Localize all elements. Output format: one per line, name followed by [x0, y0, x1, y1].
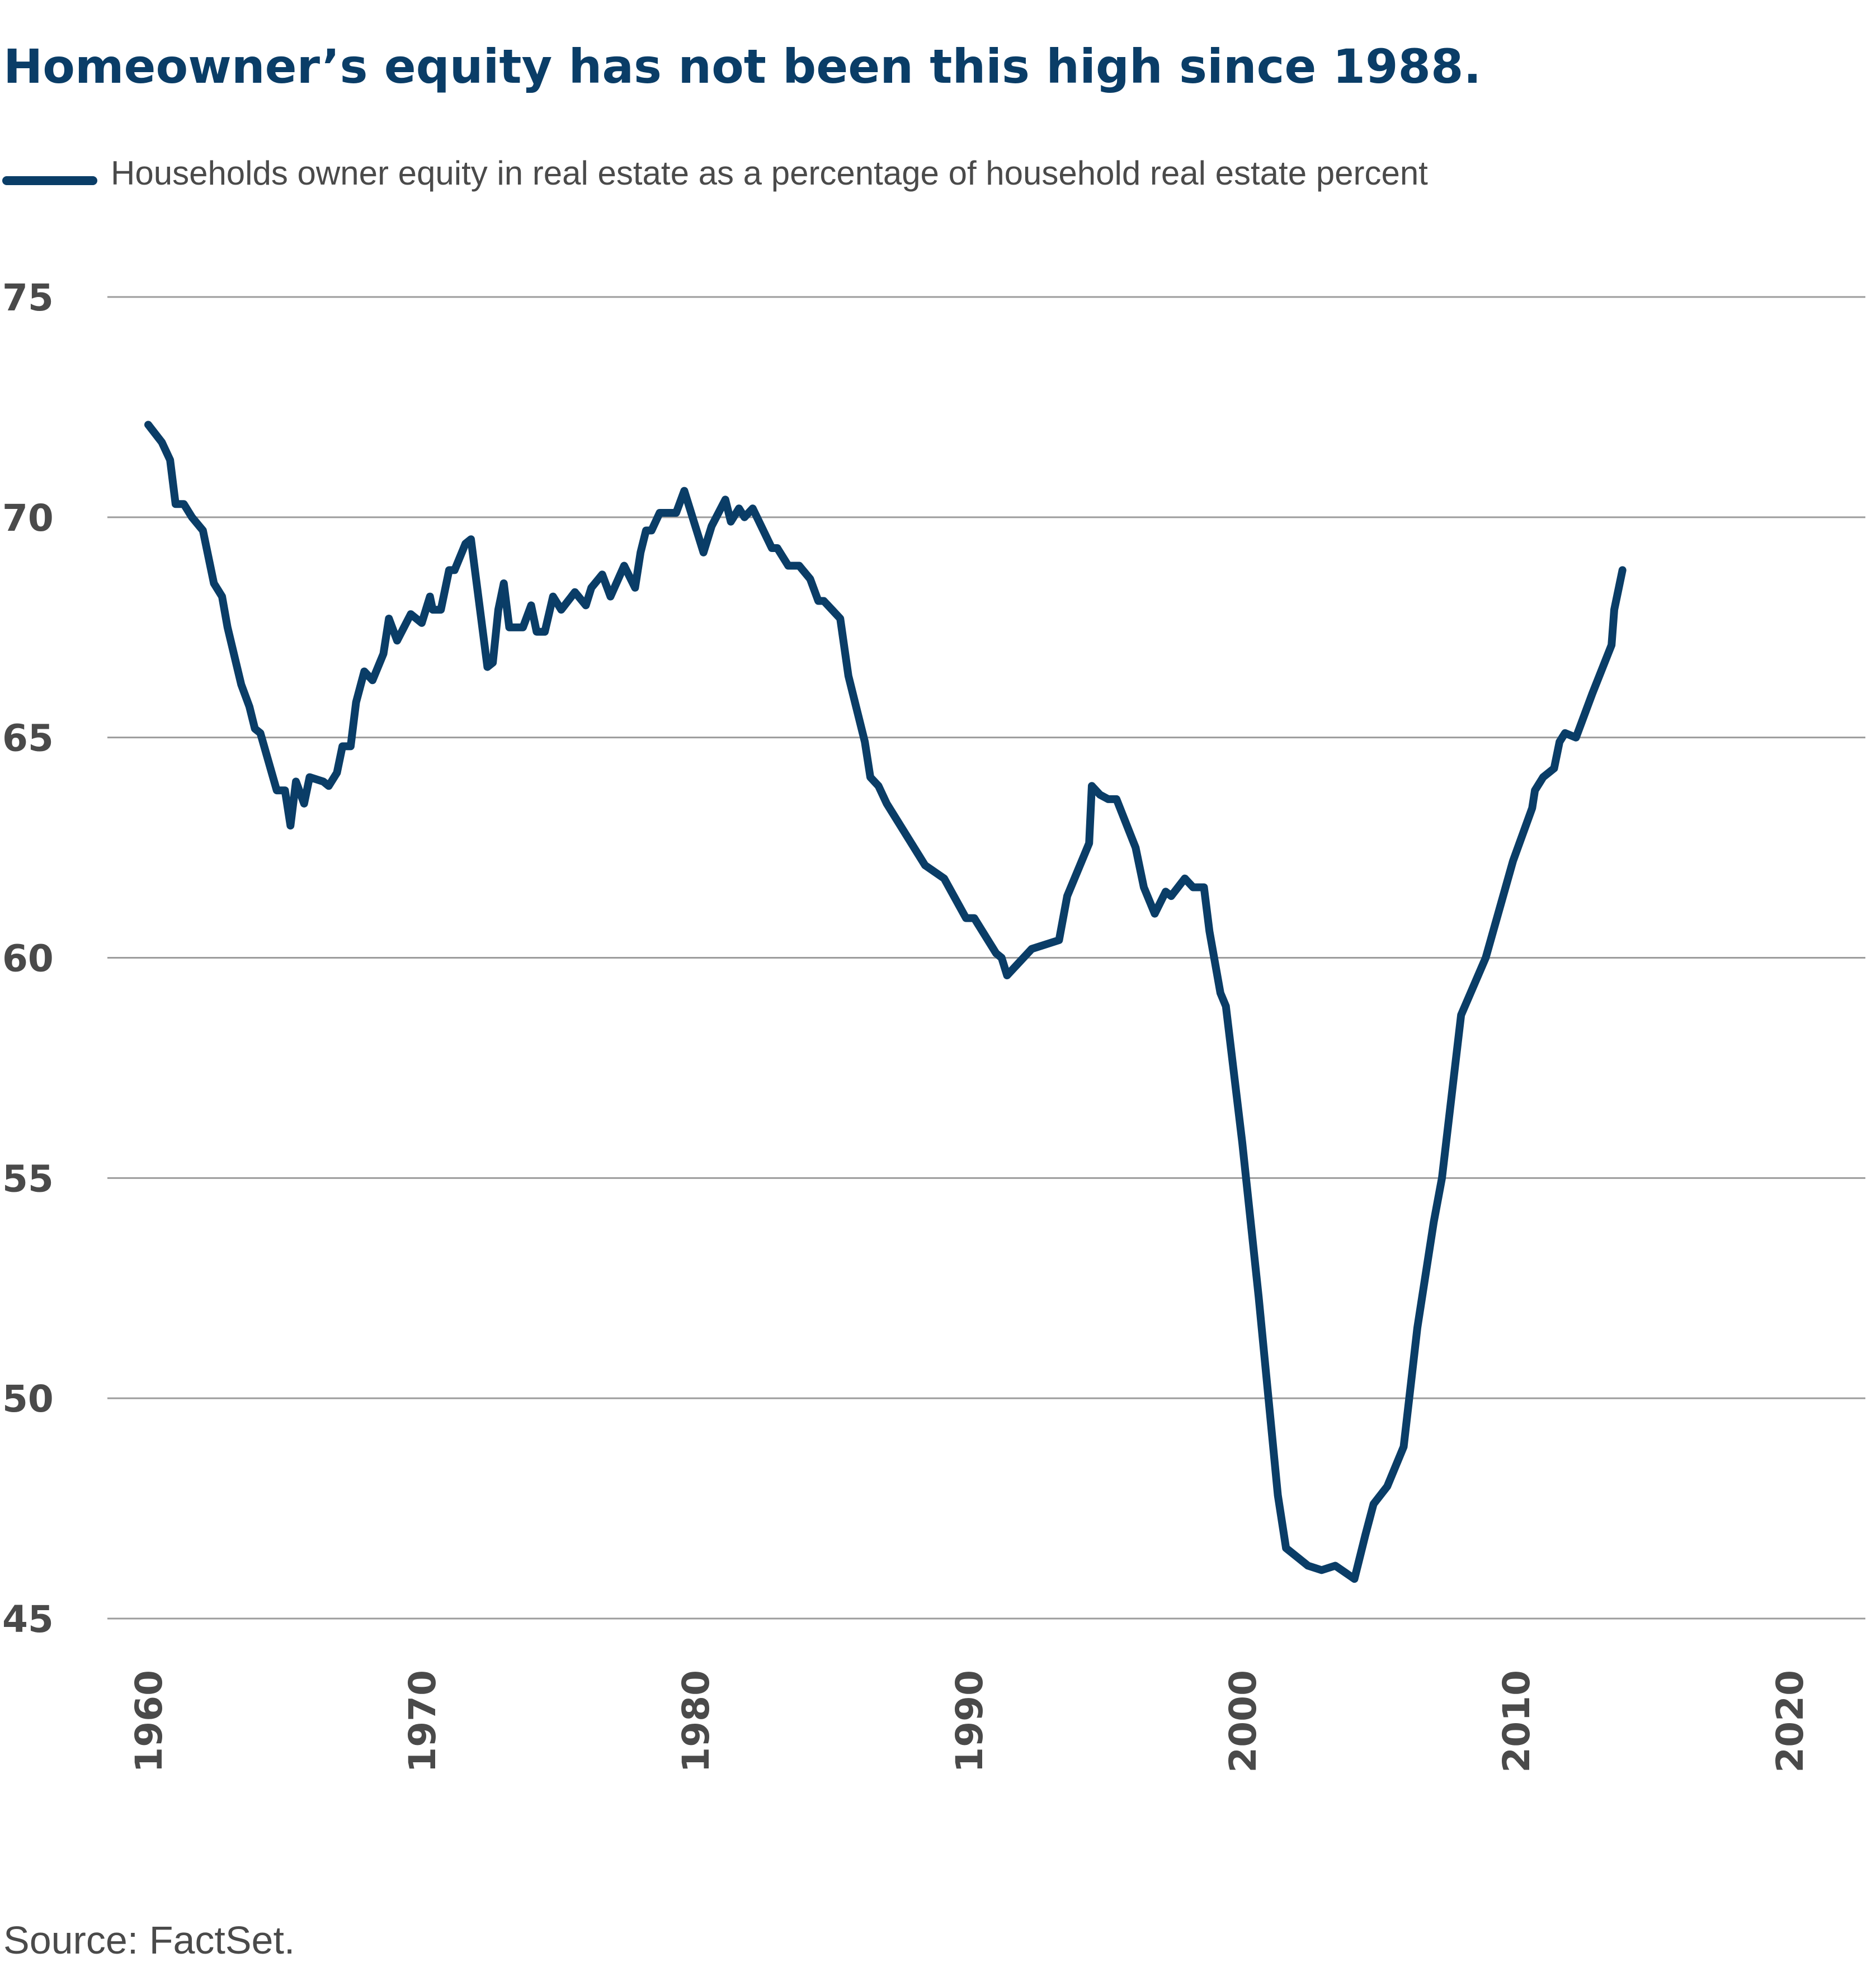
x-tick-label: 1980: [675, 1670, 718, 1773]
x-tick-label: 2000: [1222, 1670, 1265, 1773]
y-tick-label: 45: [2, 1598, 54, 1641]
y-tick-label: 50: [2, 1378, 54, 1421]
chart-title: Homeowner’s equity has not been this hig…: [3, 39, 1481, 94]
x-axis-ticks: 1960 1970 1980 1990 2000 2010 2020: [128, 1670, 1812, 1773]
y-tick-label: 70: [2, 497, 54, 540]
x-tick-label: 1970: [401, 1670, 444, 1773]
legend-label: Households owner equity in real estate a…: [111, 154, 1428, 192]
x-tick-label: 1960: [128, 1670, 171, 1773]
gridlines: [107, 296, 1865, 1620]
source-note: Source: FactSet.: [3, 1918, 295, 1962]
legend: Households owner equity in real estate a…: [2, 154, 1428, 192]
y-tick-label: 60: [2, 937, 54, 980]
y-tick-label: 75: [2, 276, 54, 319]
series-line: [144, 421, 1627, 1583]
x-tick-label: 1990: [948, 1670, 991, 1773]
x-tick-label: 2020: [1769, 1670, 1812, 1773]
y-tick-label: 65: [2, 717, 54, 760]
y-tick-label: 55: [2, 1157, 54, 1200]
y-axis-ticks: 75 70 65 60 55 50 45: [2, 276, 54, 1641]
x-tick-label: 2010: [1495, 1670, 1538, 1773]
